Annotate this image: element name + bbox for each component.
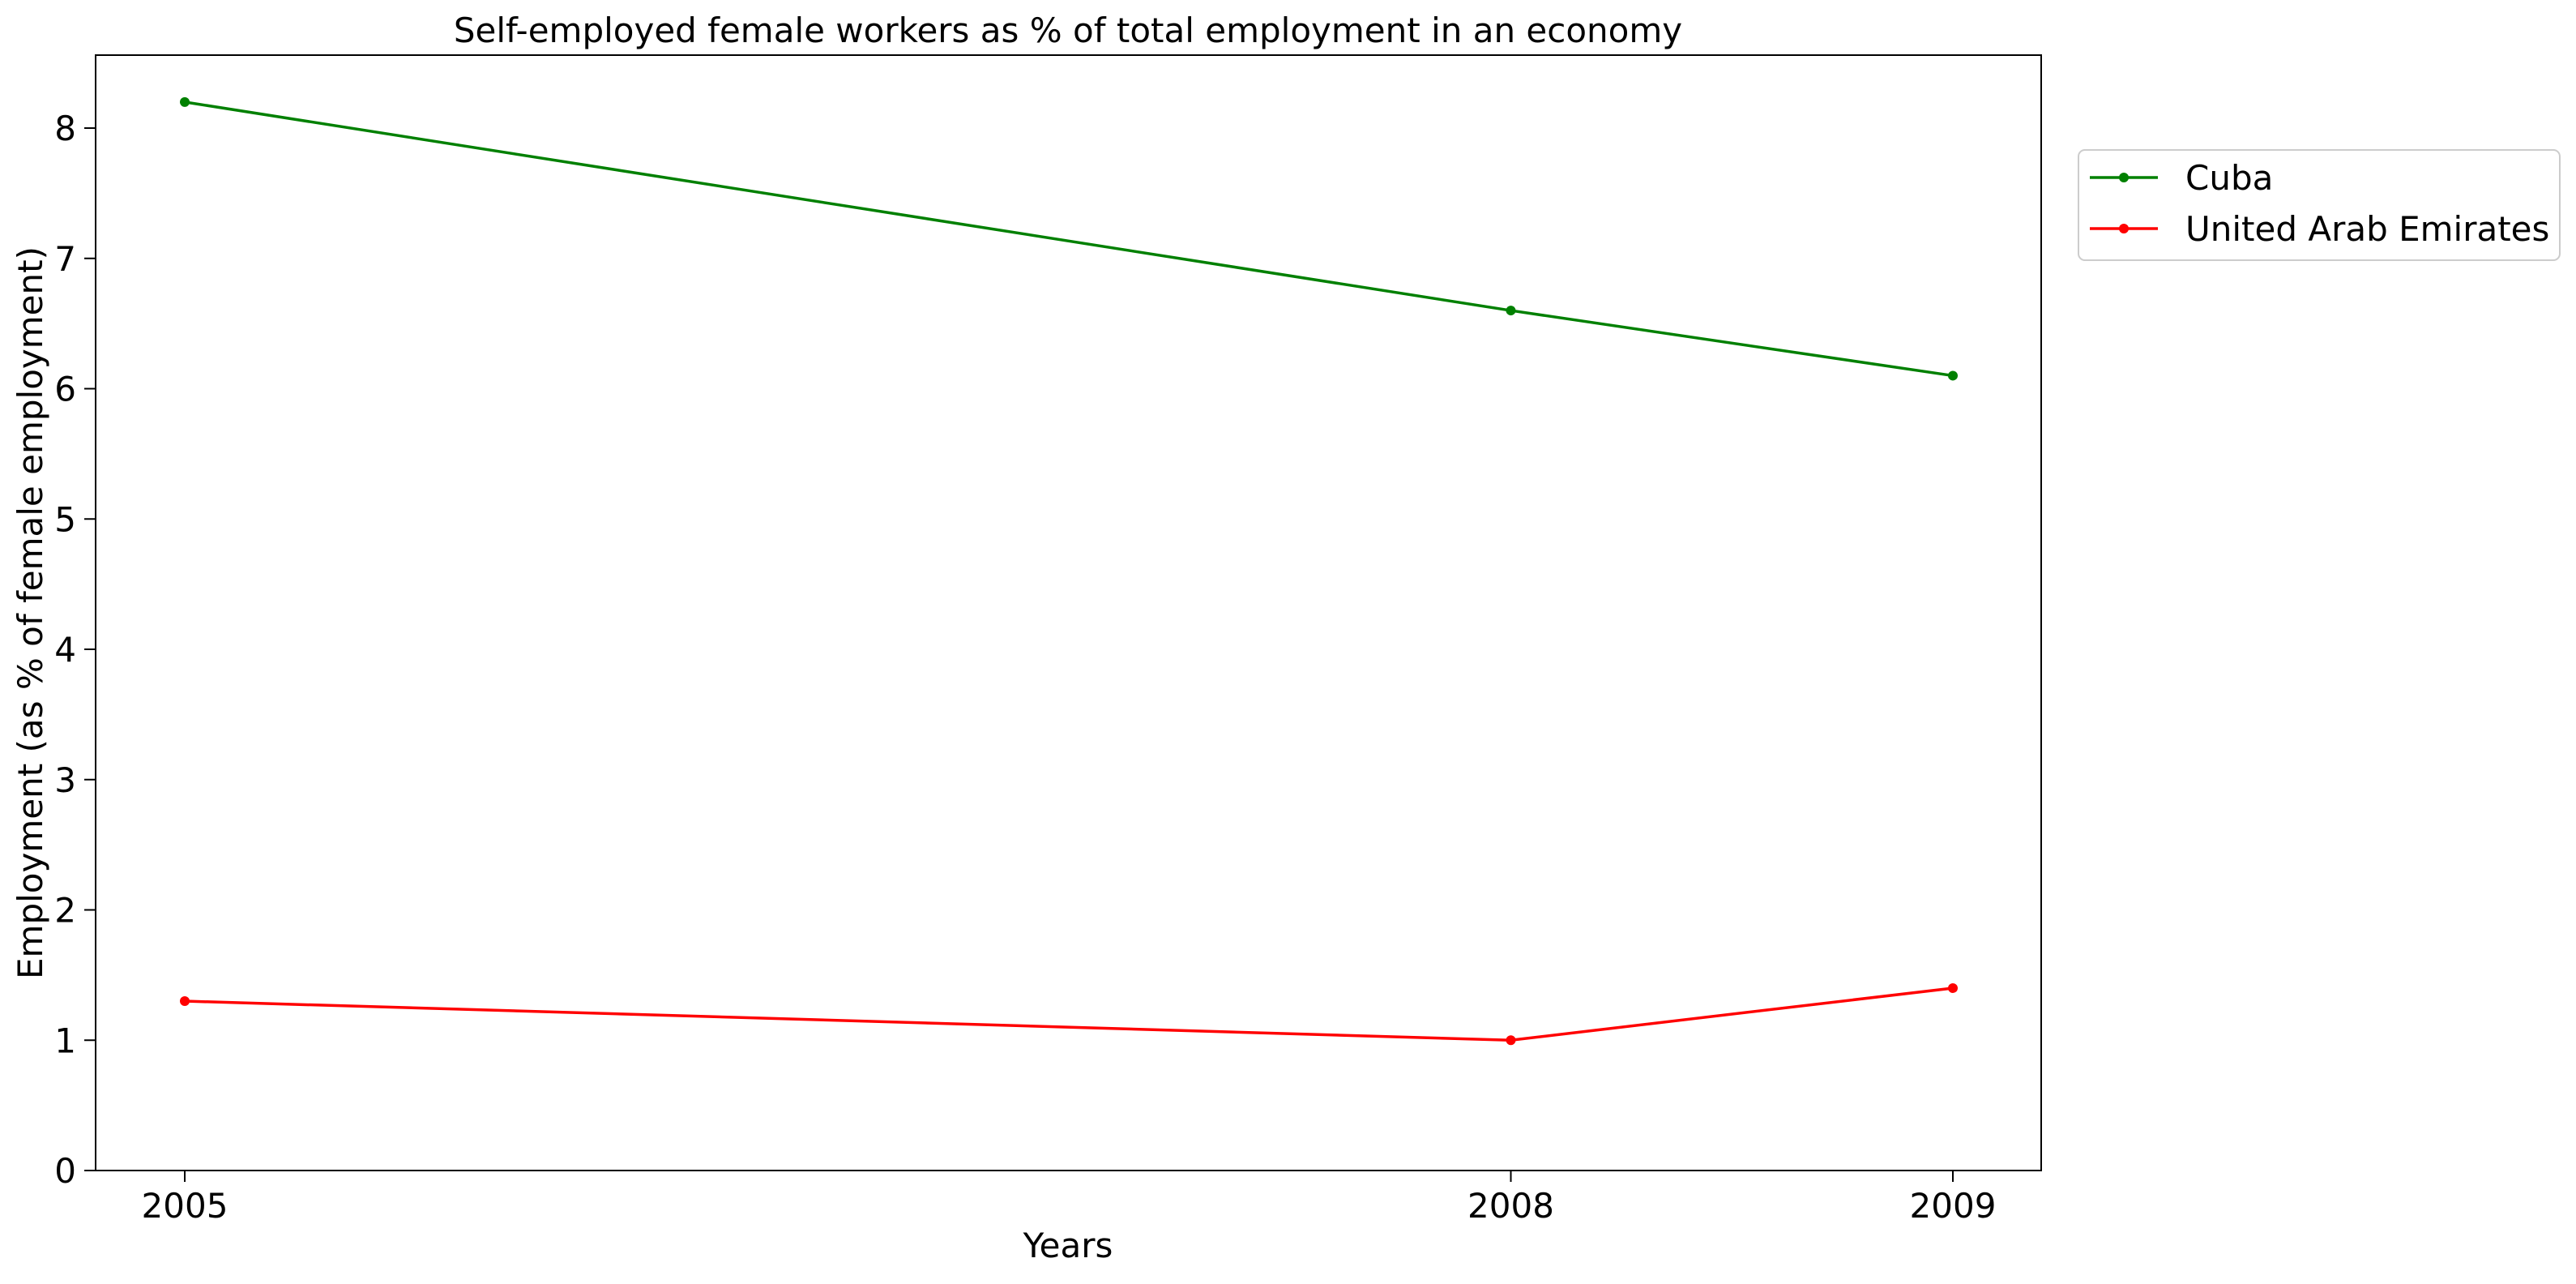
legend-label-cuba: Cuba — [2185, 158, 2273, 198]
data-point-united-arab-emirates — [180, 996, 190, 1007]
y-tick-label: 5 — [54, 499, 76, 539]
y-tick-label: 7 — [54, 239, 76, 279]
series-line-cuba — [184, 101, 1954, 378]
x-axis-label: Years — [1023, 1226, 1113, 1265]
legend: Cuba United Arab Emirates — [2078, 149, 2561, 261]
y-tick-label: 2 — [54, 891, 76, 931]
data-point-cuba — [1948, 370, 1958, 381]
legend-marker-united-arab-emirates — [2119, 224, 2129, 233]
plot-area: 2005 2008 2009 0 1 2 3 4 5 6 7 8 — [54, 54, 2042, 1226]
series-line-united-arab-emirates — [184, 987, 1954, 1042]
x-tick-label: 2009 — [1910, 1186, 1997, 1226]
legend-box — [2078, 149, 2561, 261]
data-point-cuba — [1506, 306, 1516, 316]
y-axis-label: Employment (as % of female employment) — [11, 246, 50, 979]
legend-marker-cuba — [2119, 173, 2129, 182]
y-tick-label: 1 — [54, 1021, 76, 1060]
y-tick-label: 4 — [54, 630, 76, 670]
data-point-united-arab-emirates — [1948, 982, 1958, 993]
chart-title: Self-employed female workers as % of tot… — [454, 11, 1682, 50]
x-tick-label: 2005 — [142, 1186, 229, 1226]
y-tick-label: 0 — [54, 1151, 76, 1191]
plot-frame — [95, 54, 2042, 1171]
data-point-united-arab-emirates — [1506, 1035, 1516, 1046]
y-tick-label: 6 — [54, 370, 76, 409]
x-tick-label: 2008 — [1467, 1186, 1554, 1226]
legend-label-united-arab-emirates: United Arab Emirates — [2185, 209, 2549, 249]
y-tick-label: 3 — [54, 760, 76, 800]
y-tick-label: 8 — [54, 109, 76, 148]
data-point-cuba — [180, 96, 190, 107]
